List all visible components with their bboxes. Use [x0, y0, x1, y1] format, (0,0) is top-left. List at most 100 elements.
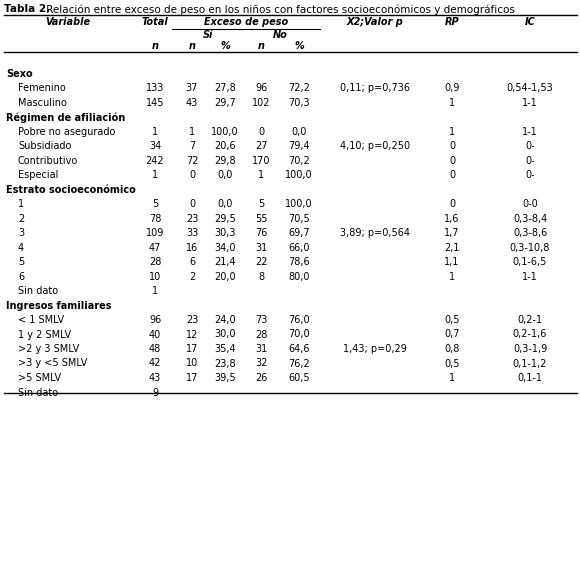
Text: 9: 9	[152, 388, 158, 398]
Text: 80,0: 80,0	[288, 272, 310, 282]
Text: 2: 2	[18, 214, 24, 223]
Text: 31: 31	[255, 242, 267, 252]
Text: 79,4: 79,4	[288, 141, 310, 151]
Text: 28: 28	[149, 257, 161, 267]
Text: >2 y 3 SMLV: >2 y 3 SMLV	[18, 344, 79, 354]
Text: 16: 16	[186, 242, 198, 252]
Text: Exceso de peso: Exceso de peso	[204, 17, 288, 27]
Text: 0,3-10,8: 0,3-10,8	[510, 242, 550, 252]
Text: 55: 55	[255, 214, 267, 223]
Text: Total: Total	[142, 17, 168, 27]
Text: 70,5: 70,5	[288, 214, 310, 223]
Text: 64,6: 64,6	[288, 344, 310, 354]
Text: 26: 26	[255, 373, 267, 383]
Text: 30,0: 30,0	[214, 329, 235, 339]
Text: 60,5: 60,5	[288, 373, 310, 383]
Text: 0,1-1,2: 0,1-1,2	[513, 358, 547, 369]
Text: 96: 96	[149, 315, 161, 325]
Text: 0: 0	[449, 170, 455, 180]
Text: 1-1: 1-1	[522, 272, 538, 282]
Text: 100,0: 100,0	[285, 170, 313, 180]
Text: 0: 0	[449, 155, 455, 165]
Text: 1: 1	[449, 272, 455, 282]
Text: Sin dato: Sin dato	[18, 388, 58, 398]
Text: 0-0: 0-0	[522, 199, 538, 209]
Text: 70,2: 70,2	[288, 155, 310, 165]
Text: 0,3-8,4: 0,3-8,4	[513, 214, 547, 223]
Text: 72: 72	[186, 155, 198, 165]
Text: 35,4: 35,4	[214, 344, 236, 354]
Text: IC: IC	[525, 17, 535, 27]
Text: 28: 28	[255, 329, 267, 339]
Text: 0,8: 0,8	[444, 344, 460, 354]
Text: >5 SMLV: >5 SMLV	[18, 373, 61, 383]
Text: 1: 1	[152, 170, 158, 180]
Text: 0,2-1: 0,2-1	[517, 315, 542, 325]
Text: 32: 32	[255, 358, 267, 369]
Text: 70,0: 70,0	[288, 329, 310, 339]
Text: 5: 5	[152, 199, 158, 209]
Text: 33: 33	[186, 228, 198, 238]
Text: 0,0: 0,0	[291, 126, 307, 136]
Text: 29,7: 29,7	[214, 98, 236, 108]
Text: 0: 0	[449, 199, 455, 209]
Text: 100,0: 100,0	[211, 126, 239, 136]
Text: 78,6: 78,6	[288, 257, 310, 267]
Text: Especial: Especial	[18, 170, 59, 180]
Text: 20,6: 20,6	[214, 141, 236, 151]
Text: 37: 37	[186, 83, 198, 93]
Text: 1: 1	[152, 286, 158, 296]
Text: 3: 3	[18, 228, 24, 238]
Text: 29,5: 29,5	[214, 214, 236, 223]
Text: 70,3: 70,3	[288, 98, 310, 108]
Text: 34: 34	[149, 141, 161, 151]
Text: 24,0: 24,0	[214, 315, 236, 325]
Text: 23,8: 23,8	[214, 358, 236, 369]
Text: 1: 1	[258, 170, 264, 180]
Text: Sin dato: Sin dato	[18, 286, 58, 296]
Text: 6: 6	[189, 257, 195, 267]
Text: 12: 12	[186, 329, 198, 339]
Text: 0-: 0-	[525, 170, 535, 180]
Text: 0,2-1,6: 0,2-1,6	[513, 329, 547, 339]
Text: 43: 43	[186, 98, 198, 108]
Text: 0,9: 0,9	[444, 83, 460, 93]
Text: 21,4: 21,4	[214, 257, 236, 267]
Text: Tabla 2.: Tabla 2.	[4, 4, 50, 14]
Text: 47: 47	[149, 242, 161, 252]
Text: 1 y 2 SMLV: 1 y 2 SMLV	[18, 329, 71, 339]
Text: 76,2: 76,2	[288, 358, 310, 369]
Text: 1,43; p=0,29: 1,43; p=0,29	[343, 344, 407, 354]
Text: Subsidiado: Subsidiado	[18, 141, 71, 151]
Text: Femenino: Femenino	[18, 83, 66, 93]
Text: 0: 0	[189, 199, 195, 209]
Text: 100,0: 100,0	[285, 199, 313, 209]
Text: 96: 96	[255, 83, 267, 93]
Text: 2: 2	[189, 272, 195, 282]
Text: 1,7: 1,7	[444, 228, 460, 238]
Text: Variable: Variable	[45, 17, 90, 27]
Text: 43: 43	[149, 373, 161, 383]
Text: n: n	[151, 41, 158, 51]
Text: 0: 0	[449, 141, 455, 151]
Text: 1-1: 1-1	[522, 98, 538, 108]
Text: 102: 102	[252, 98, 270, 108]
Text: 0,7: 0,7	[444, 329, 460, 339]
Text: Relación entre exceso de peso en los niños con factores socioeconómicos y demogr: Relación entre exceso de peso en los niñ…	[43, 4, 515, 15]
Text: 0,0: 0,0	[218, 199, 233, 209]
Text: 4,10; p=0,250: 4,10; p=0,250	[340, 141, 410, 151]
Text: Sí: Sí	[204, 30, 213, 40]
Text: < 1 SMLV: < 1 SMLV	[18, 315, 64, 325]
Text: 73: 73	[255, 315, 267, 325]
Text: 1-1: 1-1	[522, 126, 538, 136]
Text: 0-: 0-	[525, 141, 535, 151]
Text: %: %	[294, 41, 304, 51]
Text: Ingresos familiares: Ingresos familiares	[6, 301, 111, 310]
Text: 0: 0	[258, 126, 264, 136]
Text: 0,1-6,5: 0,1-6,5	[513, 257, 547, 267]
Text: 3,89; p=0,564: 3,89; p=0,564	[340, 228, 410, 238]
Text: 0,3-1,9: 0,3-1,9	[513, 344, 547, 354]
Text: 4: 4	[18, 242, 24, 252]
Text: X2;Valor p: X2;Valor p	[347, 17, 403, 27]
Text: 1: 1	[189, 126, 195, 136]
